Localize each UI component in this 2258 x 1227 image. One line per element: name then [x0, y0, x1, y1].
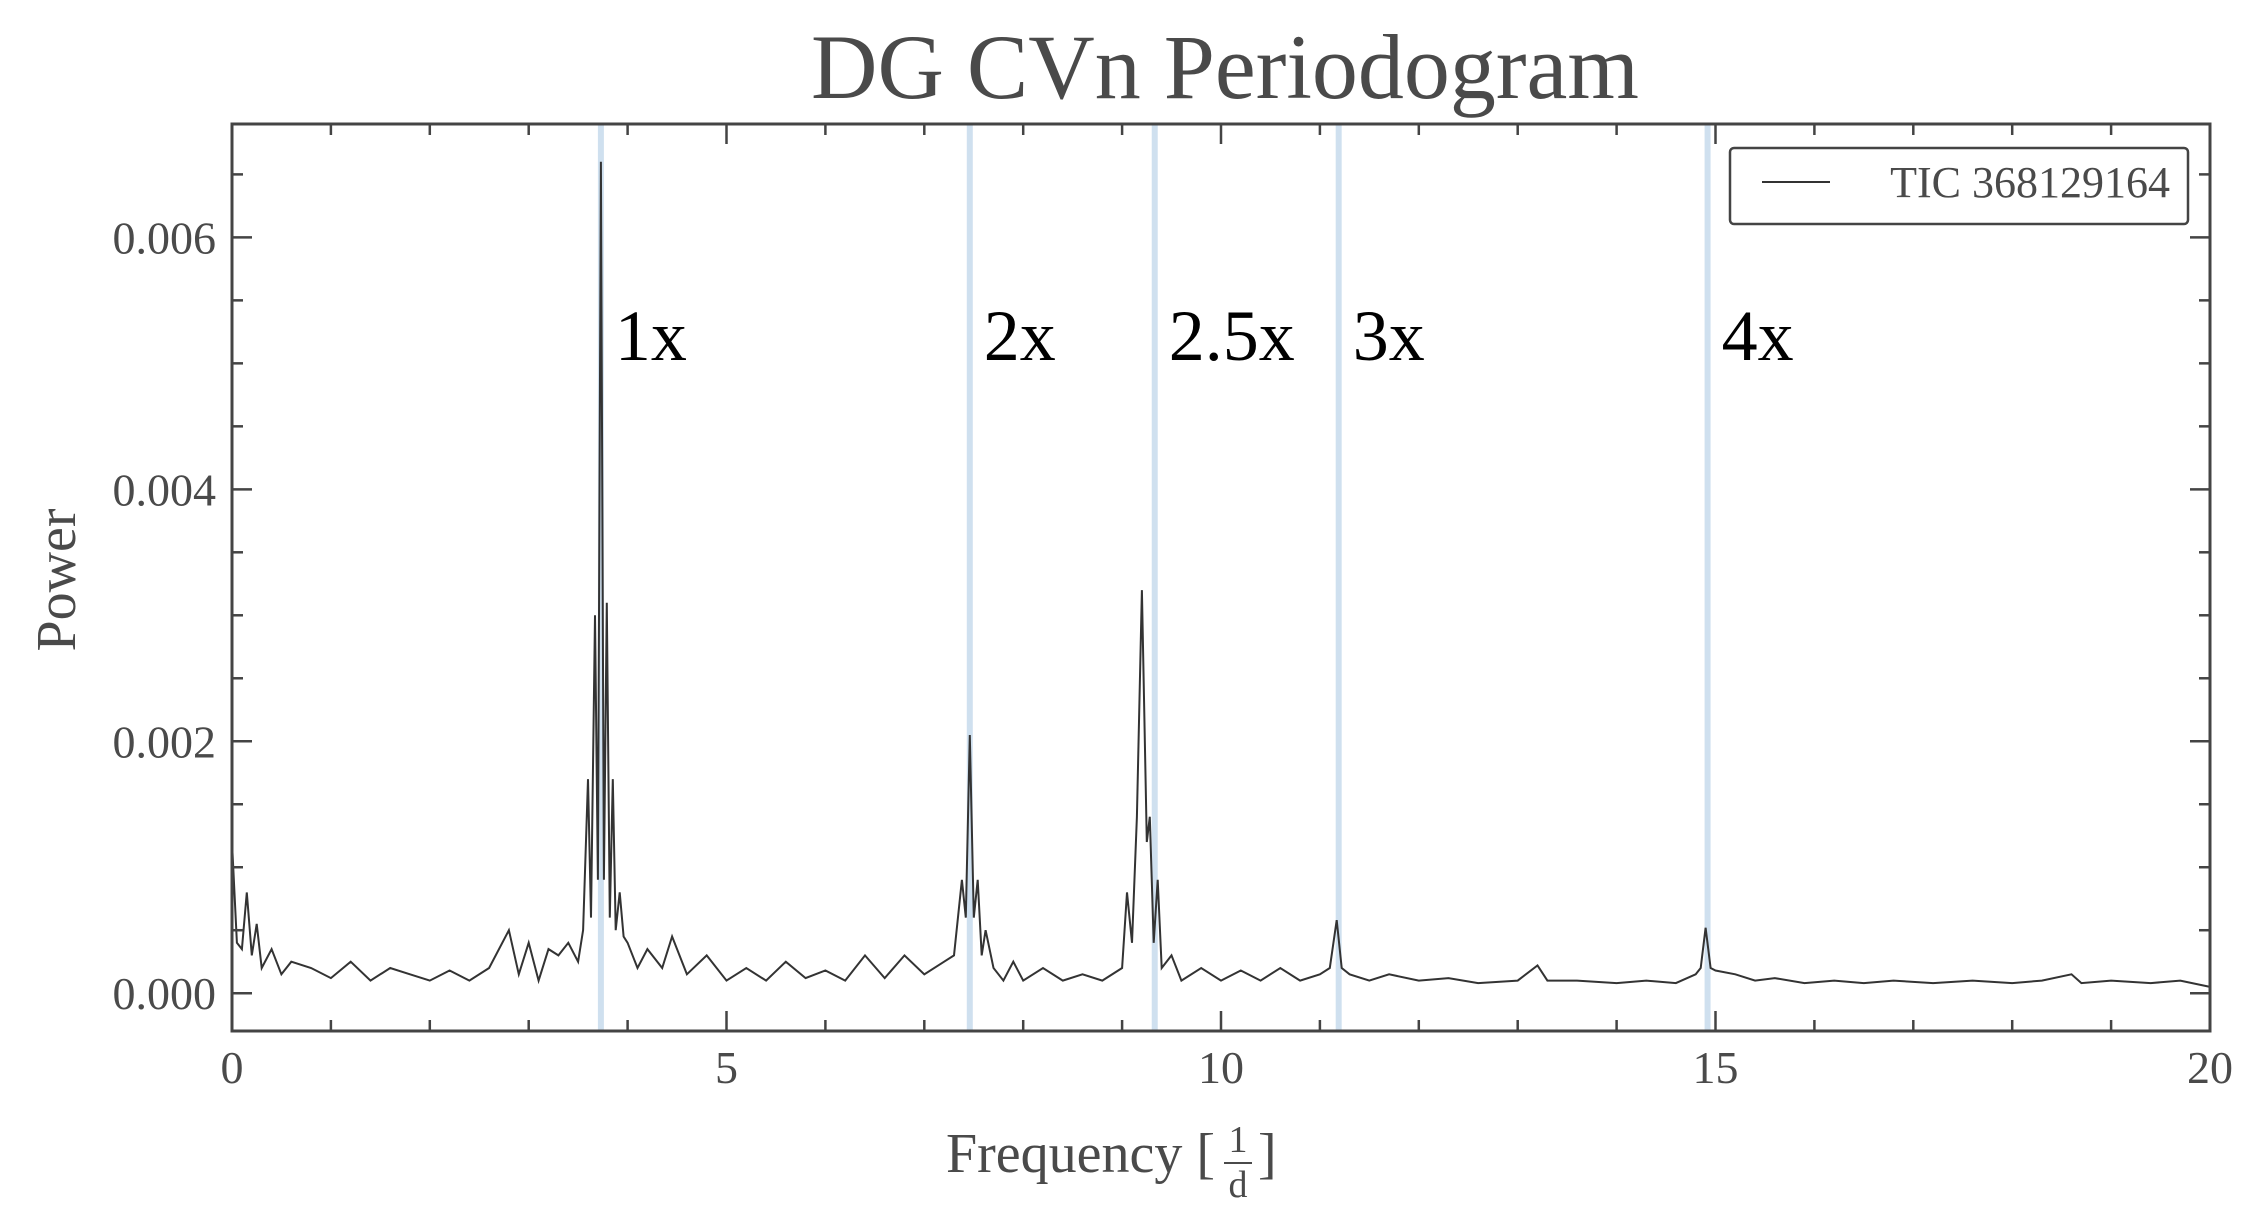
y-tick-label: 0.002	[113, 716, 217, 767]
harmonic-label-3: 2.5x	[1169, 296, 1295, 376]
plot-frame	[230, 122, 2212, 1033]
x-axis-ticks: 0 5 10 15 20	[221, 124, 2233, 1093]
x-tick-label: 0	[221, 1042, 244, 1093]
x-tick-label: 20	[2187, 1042, 2233, 1093]
x-tick-label: 10	[1198, 1042, 1244, 1093]
x-axis-label: Frequency [ 1 d ]	[946, 1119, 1277, 1206]
harmonic-lines	[597, 124, 1711, 1031]
y-tick-label: 0.006	[113, 212, 217, 263]
harmonic-label-1: 1x	[615, 296, 687, 376]
x-axis-label-text: Frequency [	[946, 1123, 1215, 1185]
series-line-tic-368129164	[231, 161, 2211, 988]
y-tick-label: 0.004	[113, 464, 217, 515]
chart-title: DG CVn Periodogram	[811, 16, 1639, 118]
legend-label: TIC 368129164	[1890, 158, 2170, 207]
x-axis-label-numerator: 1	[1229, 1119, 1248, 1161]
harmonic-label-4: 3x	[1353, 296, 1425, 376]
y-axis-ticks: 0.000 0.002 0.004 0.006	[113, 173, 2210, 1019]
y-tick-label: 0.000	[113, 968, 217, 1019]
harmonic-labels: 1x 2x 2.5x 3x 4x	[615, 296, 1794, 376]
harmonic-label-2: 2x	[984, 296, 1056, 376]
x-tick-label: 5	[715, 1042, 738, 1093]
x-axis-label-close-bracket: ]	[1258, 1123, 1277, 1185]
harmonic-label-5: 4x	[1722, 296, 1794, 376]
x-axis-label-denominator: d	[1229, 1164, 1248, 1206]
legend: TIC 368129164	[1728, 146, 2190, 226]
y-axis-label: Power	[26, 508, 88, 651]
x-tick-label: 15	[1693, 1042, 1739, 1093]
legend-box	[1728, 146, 2190, 226]
